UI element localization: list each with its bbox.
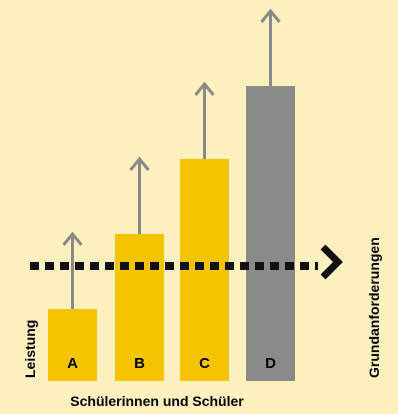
bar-label-d: D [265, 355, 276, 372]
bar-label-c: C [199, 355, 210, 372]
growth-arrow-head-icon [129, 156, 150, 171]
bars-group [48, 86, 295, 381]
growth-arrows-group [62, 8, 281, 309]
bar-d [246, 86, 295, 381]
growth-arrow-head-icon [194, 81, 215, 96]
bar-a [48, 309, 97, 381]
growth-arrow-head-icon [260, 8, 281, 23]
threshold-arrowhead-icon [320, 244, 343, 280]
x-axis-label: Schülerinnen und Schüler [70, 393, 244, 409]
growth-arrow-head-icon [62, 231, 83, 246]
bar-labels-group: A B C D [67, 355, 276, 372]
bar-label-a: A [67, 355, 78, 372]
threshold-label: Grundanforderungen [366, 237, 382, 378]
bar-label-b: B [134, 355, 145, 372]
y-axis-label: Leistung [22, 320, 38, 378]
bar-b [115, 234, 164, 381]
